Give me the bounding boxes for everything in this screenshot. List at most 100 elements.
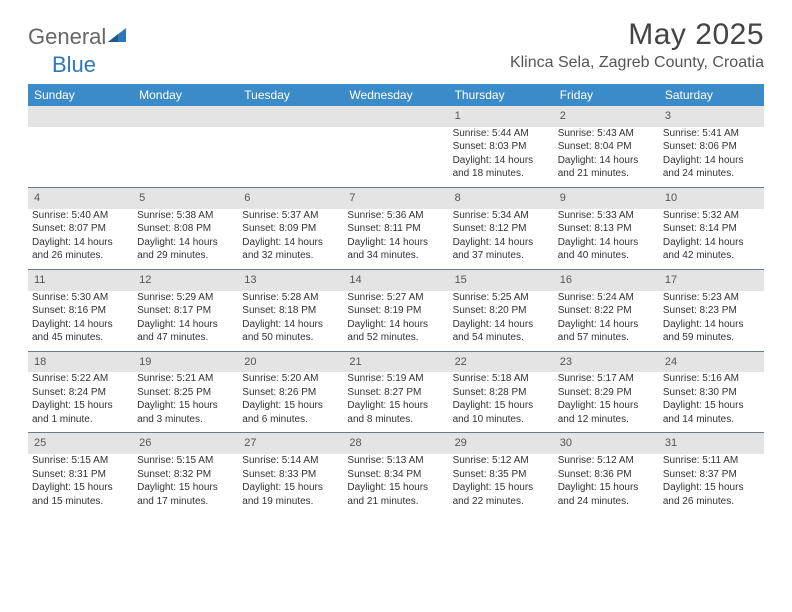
sunset-text: Sunset: 8:04 PM <box>558 140 655 154</box>
daylight-text: Daylight: 15 hours and 21 minutes. <box>347 481 444 508</box>
sunset-text: Sunset: 8:34 PM <box>347 468 444 482</box>
sunrise-text: Sunrise: 5:15 AM <box>32 454 129 468</box>
day-number-cell: 27 <box>238 433 343 454</box>
sunrise-text: Sunrise: 5:36 AM <box>347 209 444 223</box>
brand-logo: General <box>28 24 126 50</box>
day-number-cell: 3 <box>659 106 764 127</box>
day-number-cell: 4 <box>28 187 133 208</box>
sunrise-text: Sunrise: 5:44 AM <box>453 127 550 141</box>
day-number-cell: 11 <box>28 269 133 290</box>
daylight-text: Daylight: 15 hours and 1 minute. <box>32 399 129 426</box>
sunset-text: Sunset: 8:14 PM <box>663 222 760 236</box>
daylight-text: Daylight: 14 hours and 57 minutes. <box>558 318 655 345</box>
day-number-cell: 18 <box>28 351 133 372</box>
daylight-text: Daylight: 14 hours and 45 minutes. <box>32 318 129 345</box>
daylight-text: Daylight: 15 hours and 22 minutes. <box>453 481 550 508</box>
sunrise-text: Sunrise: 5:25 AM <box>453 291 550 305</box>
sunrise-text: Sunrise: 5:30 AM <box>32 291 129 305</box>
sunset-text: Sunset: 8:29 PM <box>558 386 655 400</box>
day-info-cell <box>238 127 343 188</box>
sunset-text: Sunset: 8:08 PM <box>137 222 234 236</box>
day-number-cell: 2 <box>554 106 659 127</box>
day-info-cell: Sunrise: 5:12 AMSunset: 8:36 PMDaylight:… <box>554 454 659 514</box>
daynum-row: 25262728293031 <box>28 433 764 454</box>
daylight-text: Daylight: 14 hours and 24 minutes. <box>663 154 760 181</box>
sunset-text: Sunset: 8:26 PM <box>242 386 339 400</box>
sunset-text: Sunset: 8:09 PM <box>242 222 339 236</box>
daylight-text: Daylight: 14 hours and 54 minutes. <box>453 318 550 345</box>
day-info-cell: Sunrise: 5:21 AMSunset: 8:25 PMDaylight:… <box>133 372 238 433</box>
day-info-cell: Sunrise: 5:40 AMSunset: 8:07 PMDaylight:… <box>28 209 133 270</box>
sunset-text: Sunset: 8:24 PM <box>32 386 129 400</box>
sunrise-text: Sunrise: 5:11 AM <box>663 454 760 468</box>
month-title: May 2025 <box>510 18 764 52</box>
day-info-cell: Sunrise: 5:36 AMSunset: 8:11 PMDaylight:… <box>343 209 448 270</box>
sunrise-text: Sunrise: 5:34 AM <box>453 209 550 223</box>
day-number-cell: 6 <box>238 187 343 208</box>
weekday-header-row: Sunday Monday Tuesday Wednesday Thursday… <box>28 84 764 106</box>
daynum-row: 11121314151617 <box>28 269 764 290</box>
sunset-text: Sunset: 8:31 PM <box>32 468 129 482</box>
day-info-cell: Sunrise: 5:37 AMSunset: 8:09 PMDaylight:… <box>238 209 343 270</box>
sunrise-text: Sunrise: 5:24 AM <box>558 291 655 305</box>
sunset-text: Sunset: 8:35 PM <box>453 468 550 482</box>
daylight-text: Daylight: 14 hours and 50 minutes. <box>242 318 339 345</box>
daylight-text: Daylight: 15 hours and 17 minutes. <box>137 481 234 508</box>
sunset-text: Sunset: 8:03 PM <box>453 140 550 154</box>
sunset-text: Sunset: 8:11 PM <box>347 222 444 236</box>
day-info-cell: Sunrise: 5:44 AMSunset: 8:03 PMDaylight:… <box>449 127 554 188</box>
day-number-cell: 31 <box>659 433 764 454</box>
sunrise-text: Sunrise: 5:22 AM <box>32 372 129 386</box>
daylight-text: Daylight: 14 hours and 47 minutes. <box>137 318 234 345</box>
sunrise-text: Sunrise: 5:28 AM <box>242 291 339 305</box>
sunset-text: Sunset: 8:23 PM <box>663 304 760 318</box>
sunset-text: Sunset: 8:32 PM <box>137 468 234 482</box>
sunrise-text: Sunrise: 5:41 AM <box>663 127 760 141</box>
sunrise-text: Sunrise: 5:15 AM <box>137 454 234 468</box>
sunset-text: Sunset: 8:30 PM <box>663 386 760 400</box>
day-number-cell: 23 <box>554 351 659 372</box>
weekday-header: Thursday <box>449 84 554 106</box>
daylight-text: Daylight: 15 hours and 10 minutes. <box>453 399 550 426</box>
day-number-cell <box>133 106 238 127</box>
day-info-cell: Sunrise: 5:32 AMSunset: 8:14 PMDaylight:… <box>659 209 764 270</box>
day-number-cell: 8 <box>449 187 554 208</box>
sunrise-text: Sunrise: 5:37 AM <box>242 209 339 223</box>
daylight-text: Daylight: 14 hours and 42 minutes. <box>663 236 760 263</box>
sunrise-text: Sunrise: 5:29 AM <box>137 291 234 305</box>
sunset-text: Sunset: 8:17 PM <box>137 304 234 318</box>
day-info-row: Sunrise: 5:30 AMSunset: 8:16 PMDaylight:… <box>28 291 764 352</box>
day-number-cell: 22 <box>449 351 554 372</box>
sunrise-text: Sunrise: 5:14 AM <box>242 454 339 468</box>
day-number-cell: 14 <box>343 269 448 290</box>
location-label: Klinca Sela, Zagreb County, Croatia <box>510 54 764 72</box>
sunrise-text: Sunrise: 5:23 AM <box>663 291 760 305</box>
day-info-cell: Sunrise: 5:34 AMSunset: 8:12 PMDaylight:… <box>449 209 554 270</box>
sunset-text: Sunset: 8:37 PM <box>663 468 760 482</box>
weekday-header: Saturday <box>659 84 764 106</box>
day-number-cell: 10 <box>659 187 764 208</box>
day-info-cell: Sunrise: 5:11 AMSunset: 8:37 PMDaylight:… <box>659 454 764 514</box>
sunrise-text: Sunrise: 5:17 AM <box>558 372 655 386</box>
day-info-cell <box>28 127 133 188</box>
sunrise-text: Sunrise: 5:19 AM <box>347 372 444 386</box>
day-number-cell: 30 <box>554 433 659 454</box>
weekday-header: Friday <box>554 84 659 106</box>
day-info-row: Sunrise: 5:44 AMSunset: 8:03 PM Daylight:… <box>28 127 764 188</box>
daylight-text: Daylight: 14 hours and 26 minutes. <box>32 236 129 263</box>
day-info-cell: Sunrise: 5:38 AMSunset: 8:08 PMDaylight:… <box>133 209 238 270</box>
daylight-text: Daylight: 14 hours and 52 minutes. <box>347 318 444 345</box>
sunset-text: Sunset: 8:33 PM <box>242 468 339 482</box>
sunrise-text: Sunrise: 5:13 AM <box>347 454 444 468</box>
logo-triangle-icon <box>108 24 126 50</box>
daylight-text: Daylight: 14 hours and 21 minutes. <box>558 154 655 181</box>
daylight-text: Daylight: 14 hours and 40 minutes. <box>558 236 655 263</box>
day-number-cell: 21 <box>343 351 448 372</box>
day-number-cell: 20 <box>238 351 343 372</box>
sunset-text: Sunset: 8:36 PM <box>558 468 655 482</box>
daynum-row: 18192021222324 <box>28 351 764 372</box>
daylight-text: Daylight: 14 hours and 32 minutes. <box>242 236 339 263</box>
sunset-text: Sunset: 8:19 PM <box>347 304 444 318</box>
day-number-cell: 29 <box>449 433 554 454</box>
daylight-text: Daylight: 15 hours and 19 minutes. <box>242 481 339 508</box>
